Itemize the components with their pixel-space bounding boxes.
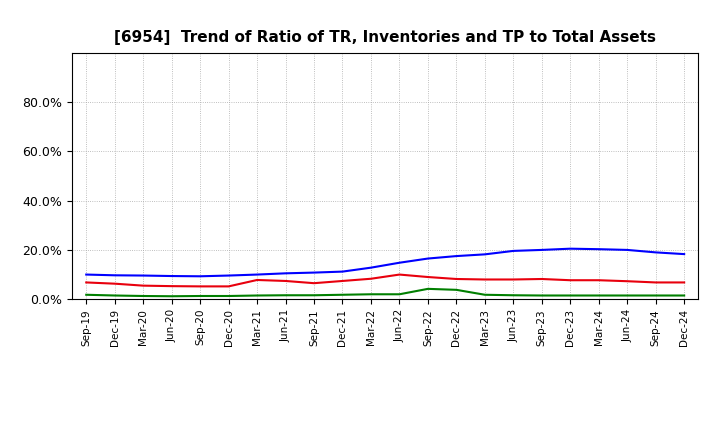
Inventories bbox=[623, 247, 631, 253]
Trade Receivables bbox=[110, 281, 119, 286]
Trade Receivables bbox=[452, 276, 461, 282]
Inventories bbox=[196, 274, 204, 279]
Line: Inventories: Inventories bbox=[86, 249, 684, 276]
Trade Receivables bbox=[537, 276, 546, 282]
Trade Payables bbox=[225, 293, 233, 299]
Inventories bbox=[366, 265, 375, 270]
Inventories bbox=[480, 252, 489, 257]
Inventories bbox=[139, 273, 148, 278]
Trade Payables bbox=[566, 293, 575, 298]
Trade Payables bbox=[423, 286, 432, 291]
Title: [6954]  Trend of Ratio of TR, Inventories and TP to Total Assets: [6954] Trend of Ratio of TR, Inventories… bbox=[114, 29, 656, 45]
Trade Payables bbox=[652, 293, 660, 298]
Trade Payables bbox=[452, 287, 461, 293]
Trade Receivables bbox=[423, 275, 432, 280]
Inventories bbox=[253, 272, 261, 277]
Inventories bbox=[282, 271, 290, 276]
Trade Payables bbox=[480, 292, 489, 297]
Trade Receivables bbox=[282, 279, 290, 284]
Trade Receivables bbox=[509, 277, 518, 282]
Trade Payables bbox=[310, 293, 318, 298]
Trade Payables bbox=[680, 293, 688, 298]
Trade Payables bbox=[537, 293, 546, 298]
Trade Payables bbox=[253, 293, 261, 298]
Trade Receivables bbox=[366, 276, 375, 282]
Trade Receivables bbox=[623, 279, 631, 284]
Trade Receivables bbox=[167, 283, 176, 289]
Trade Payables bbox=[167, 293, 176, 299]
Inventories bbox=[225, 273, 233, 278]
Trade Receivables bbox=[338, 279, 347, 284]
Trade Receivables bbox=[82, 280, 91, 285]
Inventories bbox=[310, 270, 318, 275]
Trade Receivables bbox=[680, 280, 688, 285]
Trade Receivables bbox=[480, 277, 489, 282]
Trade Receivables bbox=[652, 280, 660, 285]
Trade Payables bbox=[282, 293, 290, 298]
Inventories bbox=[595, 246, 603, 252]
Trade Receivables bbox=[225, 284, 233, 289]
Line: Trade Receivables: Trade Receivables bbox=[86, 275, 684, 286]
Inventories bbox=[680, 252, 688, 257]
Inventories bbox=[452, 253, 461, 259]
Trade Receivables bbox=[196, 284, 204, 289]
Trade Receivables bbox=[310, 281, 318, 286]
Trade Receivables bbox=[395, 272, 404, 277]
Trade Payables bbox=[82, 292, 91, 297]
Trade Payables bbox=[366, 292, 375, 297]
Trade Payables bbox=[623, 293, 631, 298]
Inventories bbox=[423, 256, 432, 261]
Trade Receivables bbox=[253, 277, 261, 282]
Trade Receivables bbox=[595, 278, 603, 283]
Trade Payables bbox=[395, 292, 404, 297]
Trade Payables bbox=[509, 293, 518, 298]
Inventories bbox=[566, 246, 575, 251]
Inventories bbox=[395, 260, 404, 265]
Trade Receivables bbox=[566, 278, 575, 283]
Trade Payables bbox=[196, 293, 204, 299]
Inventories bbox=[82, 272, 91, 277]
Trade Receivables bbox=[139, 283, 148, 288]
Inventories bbox=[110, 273, 119, 278]
Inventories bbox=[338, 269, 347, 274]
Trade Payables bbox=[139, 293, 148, 299]
Inventories bbox=[167, 273, 176, 279]
Inventories bbox=[537, 247, 546, 253]
Inventories bbox=[652, 250, 660, 255]
Trade Payables bbox=[595, 293, 603, 298]
Trade Payables bbox=[338, 292, 347, 297]
Inventories bbox=[509, 248, 518, 253]
Trade Payables bbox=[110, 293, 119, 298]
Line: Trade Payables: Trade Payables bbox=[86, 289, 684, 296]
